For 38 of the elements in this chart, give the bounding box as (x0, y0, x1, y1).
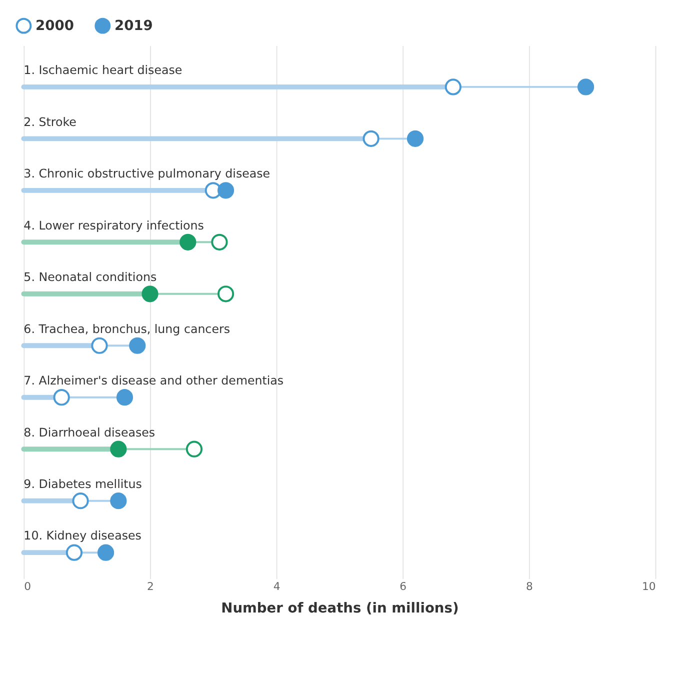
x-axis-title: Number of deaths (in millions) (221, 600, 459, 616)
point (577, 78, 594, 96)
point (91, 337, 108, 354)
y-tick-label: 9. Diabetes mellitus (24, 477, 142, 492)
point (217, 182, 234, 199)
point (53, 389, 70, 406)
point (180, 234, 196, 250)
y-tick-label: 5. Neonatal conditions (24, 270, 157, 284)
y-tick-label: 2. Stroke (24, 114, 76, 129)
x-tick-label: 8 (526, 580, 533, 593)
y-tick-label: 1. Ischaemic heart disease (24, 63, 182, 78)
point (406, 130, 424, 147)
point (211, 234, 228, 250)
point (444, 78, 462, 96)
point (72, 492, 89, 510)
point (142, 286, 158, 302)
y-tick-label: 7. Alzheimer's disease and other dementias (24, 374, 284, 388)
x-tick-label: 2 (147, 580, 154, 593)
point (362, 130, 380, 147)
point (66, 544, 83, 561)
x-tick-label: 4 (273, 580, 280, 593)
point (110, 492, 127, 510)
point (186, 440, 203, 458)
point (110, 440, 127, 458)
y-tick-label: 8. Diarrhoeal diseases (24, 425, 156, 440)
x-tick-label: 10 (642, 580, 656, 593)
y-tick-label: 3. Chronic obstructive pulmonary disease (24, 166, 270, 181)
x-tick-label: 6 (400, 580, 407, 593)
point (217, 286, 234, 302)
x-tick-label: 0 (24, 580, 32, 593)
legend-label: 2019 (114, 18, 153, 34)
y-tick-label: 10. Kidney diseases (24, 528, 142, 543)
point (97, 544, 114, 561)
y-tick-label: 6. Trachea, bronchus, lung cancers (24, 322, 230, 336)
y-tick-label: 4. Lower respiratory infections (24, 218, 204, 232)
point (129, 337, 146, 354)
point (116, 389, 134, 406)
legend-label: 2000 (36, 18, 74, 34)
